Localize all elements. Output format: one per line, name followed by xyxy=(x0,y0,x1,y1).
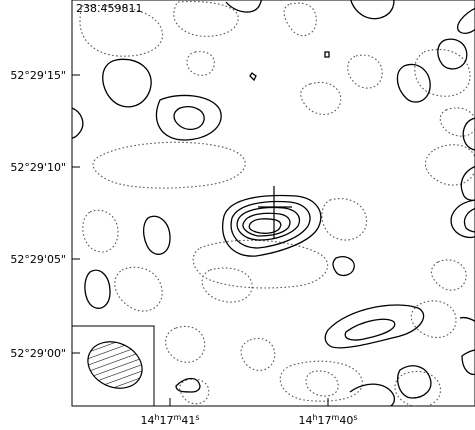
y-tick-label: 52°29'00" xyxy=(10,347,66,360)
x-axis: 14h17m41s 14h17m40s xyxy=(140,398,358,428)
negative-contour xyxy=(173,1,239,37)
positive-contour xyxy=(450,199,475,239)
negative-contour xyxy=(430,259,467,291)
y-tick-label: 52°29'15" xyxy=(10,69,66,82)
negative-contour xyxy=(79,5,163,57)
beam-ellipse xyxy=(87,341,143,389)
positive-contour xyxy=(175,377,201,393)
field-id-label: 238.459811 xyxy=(76,2,142,15)
source-contour xyxy=(230,200,311,249)
negative-contour xyxy=(201,267,253,303)
positive-contour xyxy=(84,269,111,309)
positive-contour xyxy=(324,51,330,58)
source-contour xyxy=(248,218,282,234)
source-contour xyxy=(236,206,301,241)
positive-contour xyxy=(437,38,468,70)
positive-contour xyxy=(397,365,432,399)
negative-contour xyxy=(179,378,210,405)
negative-contour xyxy=(347,54,383,89)
negative-contour xyxy=(82,209,119,253)
positive-contour xyxy=(457,7,475,34)
positive-contour xyxy=(461,349,475,376)
positive-contour xyxy=(460,165,475,201)
positive-contour xyxy=(72,107,84,139)
positive-contour xyxy=(225,0,262,13)
positive-contour xyxy=(332,256,355,277)
negative-contour xyxy=(300,82,342,115)
negative-contour xyxy=(305,370,339,397)
y-axis: 52°29'15" 52°29'10" 52°29'05" 52°29'00" xyxy=(10,69,80,360)
negative-contour xyxy=(240,338,276,371)
x-tick-label: 14h17m41s xyxy=(140,413,199,428)
negative-contour xyxy=(321,198,368,241)
negative-contour xyxy=(279,360,363,402)
negative-contour xyxy=(186,51,215,76)
positive-contour xyxy=(102,58,152,108)
negative-contour xyxy=(114,266,163,312)
positive-contour xyxy=(462,117,475,151)
y-tick-label: 52°29'10" xyxy=(10,161,66,174)
negative-contour xyxy=(92,141,246,189)
negative-contour xyxy=(410,300,457,338)
source-contour xyxy=(222,194,322,257)
positive-contour xyxy=(173,106,205,131)
negative-contour xyxy=(414,48,471,97)
positive-contour xyxy=(344,318,396,341)
positive-contour xyxy=(349,383,396,406)
negative-contour xyxy=(424,144,475,186)
positive-contour xyxy=(350,0,395,20)
negative-contour xyxy=(439,107,475,137)
negative-contour xyxy=(394,370,441,406)
negative-contour xyxy=(283,2,317,37)
positive-contour xyxy=(459,316,475,323)
negative-contour xyxy=(165,326,206,363)
positive-contour xyxy=(142,215,171,255)
positive-contour xyxy=(463,207,475,233)
x-tick-label: 14h17m40s xyxy=(298,413,357,428)
positive-contour xyxy=(249,72,257,82)
plot-frame xyxy=(71,0,475,407)
positive-contour xyxy=(155,94,222,141)
source-contour xyxy=(242,212,291,237)
y-tick-label: 52°29'05" xyxy=(10,253,66,266)
positive-contour xyxy=(396,63,431,103)
positive-contour xyxy=(324,304,425,349)
